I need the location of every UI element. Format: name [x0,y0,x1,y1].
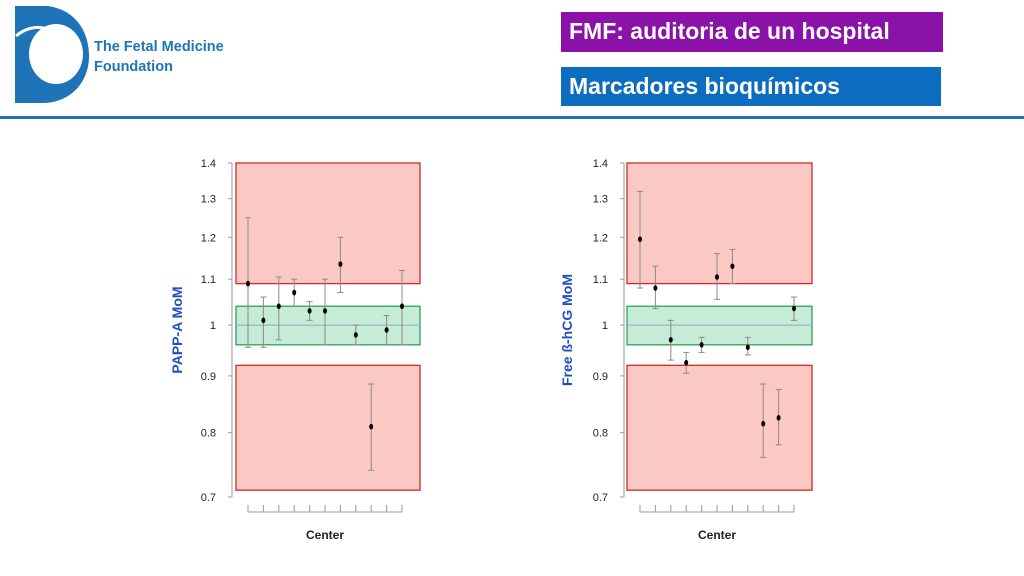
band-low [626,364,813,491]
data-point [698,336,705,353]
y-tick-label: 0.7 [593,492,608,504]
point-marker [369,423,374,430]
y-tick-label: 1 [602,320,608,332]
point-marker [323,308,327,314]
point-marker [792,305,796,312]
data-point [637,190,643,289]
point-marker [400,303,404,310]
y-tick-label: 1.4 [593,158,608,170]
point-marker [246,280,250,287]
data-point [791,296,797,321]
band-high [235,162,421,285]
point-marker [638,236,642,243]
data-point [337,236,344,294]
data-point [683,351,690,374]
point-marker [668,337,673,343]
data-point [652,265,659,310]
y-tick-label: 1.1 [201,274,216,286]
point-marker [261,317,266,324]
data-point [368,383,375,471]
point-marker [761,420,766,427]
point-marker [384,327,389,333]
point-marker [353,332,358,338]
data-point [760,383,767,458]
y-axis-label: Free ß-hCG MoM [559,274,575,386]
y-tick-label: 1.1 [593,274,608,286]
org-name-line1: The Fetal Medicine [94,39,224,55]
point-marker [745,344,750,351]
data-point [245,217,251,348]
y-tick-label: 1.3 [201,194,216,206]
x-axis-label: Center [306,528,344,542]
data-point [383,315,390,346]
point-marker [338,261,343,267]
y-tick-label: 1.3 [593,194,608,206]
x-axis-label: Center [698,528,736,542]
point-marker [776,415,781,421]
fmf-logo-icon [15,6,89,103]
data-point [260,296,267,348]
data-point [352,324,359,346]
data-point [291,278,298,307]
data-point [667,319,674,361]
data-point [399,270,405,346]
point-marker [699,342,704,348]
band-high [626,162,813,285]
point-marker [684,359,689,366]
point-marker [730,263,735,270]
org-name-line2: Foundation [94,59,173,75]
y-tick-label: 1 [210,320,216,332]
band-low [235,364,421,491]
y-tick-label: 0.7 [201,492,216,504]
y-tick-label: 1.2 [201,232,216,244]
data-point [714,253,720,300]
chart-2: 0.7 0.8 0.9 1 1.1 1.2 1.3 1.4 Center Free ß-hCG M… [559,158,813,542]
data-point [275,276,282,341]
y-axis-label: PAPP-A MoM [169,286,185,373]
y-tick-label: 0.9 [201,371,216,383]
point-marker [276,303,281,310]
page-subtitle: Marcadores bioquímicos [561,67,941,106]
point-marker [307,308,312,314]
y-tick-label: 1.2 [593,232,608,244]
point-marker [715,274,719,280]
y-tick-label: 0.8 [201,428,216,440]
y-tick-label: 1.4 [201,158,216,170]
point-marker [292,289,297,296]
data-point [729,248,736,285]
page-title: FMF: auditoria de un hospital [561,12,943,52]
y-tick-label: 0.9 [593,371,608,383]
header-divider [0,116,1024,119]
chart-1: 0.7 0.8 0.9 1 1.1 1.2 1.3 1.4 Center PAPP-A MoM [169,158,421,542]
y-tick-label: 0.8 [593,428,608,440]
data-point [306,301,313,321]
point-marker [653,285,658,291]
data-point [775,388,782,446]
data-point [744,336,751,356]
data-point [322,278,328,346]
